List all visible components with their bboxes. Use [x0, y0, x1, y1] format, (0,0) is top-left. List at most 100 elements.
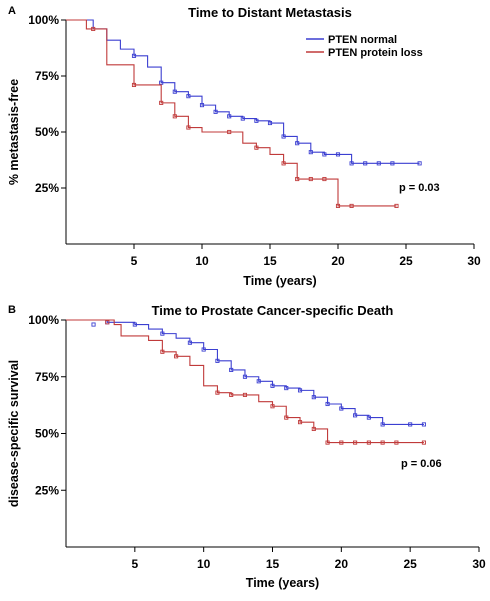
censor-mark-pten-normal [91, 322, 96, 327]
censor-mark-pten-protein-loss [131, 82, 137, 88]
panel-a: A Time to Distant Metastasis 5 10 15 20 25 30 25… [7, 5, 481, 288]
censor-mark-pten-normal [353, 413, 358, 418]
series-line-pten-protein-loss [66, 19, 397, 207]
censor-mark-pten-protein-loss [339, 440, 344, 445]
x-tick-label: 30 [467, 254, 481, 268]
panel-letter: A [8, 5, 16, 17]
censor-mark-pten-normal [187, 340, 192, 345]
chart-title: Time to Prostate Cancer-specific Death [152, 303, 394, 318]
x-tick-label: 10 [195, 254, 209, 268]
censor-mark-pten-protein-loss [297, 420, 303, 425]
censor-mark-pten-normal [186, 94, 191, 99]
censor-mark-pten-normal [213, 109, 218, 114]
censor-mark-pten-normal [242, 374, 248, 379]
censor-mark-pten-normal [311, 395, 316, 400]
censor-mark-pten-normal [132, 322, 137, 327]
chart-title: Time to Distant Metastasis [188, 5, 352, 20]
censor-mark-pten-normal [281, 134, 286, 139]
series-line-pten-protein-loss [66, 319, 424, 444]
censor-mark-pten-protein-loss [295, 176, 300, 182]
y-tick-label: 75% [35, 69, 59, 83]
censor-mark-pten-protein-loss [284, 415, 289, 420]
censor-mark-pten-protein-loss [394, 203, 399, 208]
censor-mark-pten-protein-loss [91, 26, 96, 32]
censor-mark-pten-protein-loss [325, 440, 330, 445]
censor-mark-pten-normal [295, 141, 300, 146]
x-tick-label: 20 [335, 557, 349, 571]
y-tick-label: 25% [35, 181, 59, 195]
y-tick-label: 50% [35, 125, 59, 139]
censor-mark-pten-normal [229, 367, 234, 372]
censor-mark-pten-normal [199, 103, 205, 108]
x-tick-label: 30 [472, 557, 486, 571]
censor-mark-pten-normal [227, 114, 232, 119]
y-tick-label: 75% [35, 370, 59, 384]
censor-mark-pten-protein-loss [380, 440, 385, 445]
censor-mark-pten-normal [270, 383, 275, 388]
censor-mark-pten-normal [363, 161, 368, 166]
p-value-annotation: p = 0.03 [399, 182, 440, 194]
censor-mark-pten-normal [131, 53, 137, 58]
censor-mark-pten-normal [390, 161, 395, 166]
censor-mark-pten-protein-loss [229, 392, 234, 397]
censor-mark-pten-protein-loss [105, 320, 110, 325]
censor-mark-pten-protein-loss [215, 390, 220, 395]
censor-mark-pten-normal [297, 388, 303, 393]
censor-mark-pten-normal [376, 161, 381, 166]
x-tick-label: 25 [403, 557, 417, 571]
x-tick-label: 15 [266, 557, 280, 571]
x-axis-label: Time (years) [246, 576, 319, 590]
censor-mark-pten-protein-loss [270, 404, 275, 409]
legend-label: PTEN protein loss [328, 47, 423, 59]
censor-mark-pten-normal [380, 422, 385, 427]
censor-mark-pten-normal [172, 89, 177, 94]
censor-mark-pten-normal [284, 386, 289, 391]
censor-mark-pten-normal [308, 150, 313, 155]
censor-mark-pten-normal [159, 80, 164, 85]
censor-mark-pten-normal [201, 347, 206, 352]
censor-mark-pten-protein-loss [159, 100, 164, 105]
censor-mark-pten-protein-loss [421, 440, 426, 445]
x-tick-label: 5 [131, 254, 138, 268]
censor-mark-pten-protein-loss [186, 125, 191, 130]
y-tick-label: 25% [35, 483, 59, 497]
y-axis-label: % metastasis-free [7, 79, 21, 185]
panel-letter: B [8, 304, 16, 316]
censor-mark-pten-normal [408, 422, 413, 427]
censor-mark-pten-normal [349, 161, 354, 166]
censor-mark-pten-normal [335, 152, 341, 157]
series-line-pten-normal [66, 319, 424, 425]
legend-label: PTEN normal [328, 34, 397, 46]
x-tick-label: 25 [399, 254, 413, 268]
censor-mark-pten-protein-loss [311, 426, 316, 432]
censor-mark-pten-normal [322, 152, 327, 157]
censor-mark-pten-normal [417, 161, 422, 166]
censor-mark-pten-protein-loss [242, 392, 248, 397]
y-tick-label: 100% [28, 13, 59, 27]
x-tick-label: 20 [331, 254, 345, 268]
censor-mark-pten-protein-loss [308, 176, 313, 182]
censor-mark-pten-normal [267, 120, 273, 126]
y-axis-label: disease-specific survival [7, 360, 21, 507]
censor-mark-pten-protein-loss [227, 129, 232, 135]
series-line-pten-normal [66, 19, 420, 164]
censor-mark-pten-normal [215, 358, 220, 363]
x-axis-label: Time (years) [243, 274, 316, 288]
p-value-annotation: p = 0.06 [401, 458, 442, 470]
y-tick-label: 100% [28, 313, 59, 327]
panel-b: B Time to Prostate Cancer-specific Death 5… [7, 303, 486, 590]
censor-mark-pten-normal [254, 118, 259, 123]
censor-mark-pten-protein-loss [353, 440, 358, 445]
censor-mark-pten-normal [160, 331, 165, 336]
censor-mark-pten-normal [421, 422, 426, 427]
censor-mark-pten-protein-loss [394, 440, 399, 445]
censor-mark-pten-protein-loss [322, 176, 327, 182]
censor-mark-pten-protein-loss [366, 440, 371, 445]
censor-mark-pten-normal [339, 406, 344, 411]
x-tick-label: 10 [197, 557, 211, 571]
censor-mark-pten-protein-loss [281, 161, 286, 166]
censor-mark-pten-protein-loss [349, 203, 354, 208]
censor-mark-pten-normal [325, 401, 330, 407]
x-tick-label: 15 [263, 254, 277, 268]
